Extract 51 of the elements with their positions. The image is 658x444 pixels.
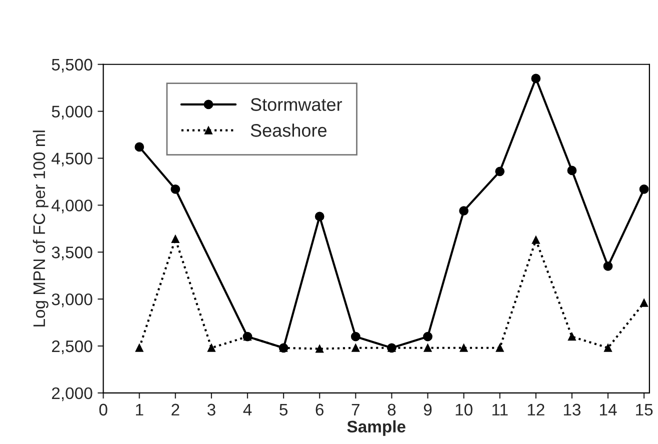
point bbox=[495, 166, 505, 176]
point bbox=[207, 344, 216, 352]
y-tick-label: 2,000 bbox=[52, 387, 92, 402]
x-tick-label: 2 bbox=[172, 404, 180, 416]
point bbox=[171, 234, 180, 243]
point bbox=[134, 142, 144, 152]
point bbox=[460, 344, 468, 352]
x-tick-label: 5 bbox=[280, 404, 288, 416]
x-tick-label: 0 bbox=[99, 404, 108, 416]
y-tick-label: 5,500 bbox=[52, 58, 92, 73]
x-tick-label: 7 bbox=[352, 404, 360, 416]
x-tick-label: 1 bbox=[136, 404, 144, 416]
x-tick-label: 14 bbox=[600, 404, 617, 416]
point bbox=[424, 344, 432, 352]
x-tick-label: 12 bbox=[528, 404, 544, 416]
y-tick-label: 5,000 bbox=[52, 106, 92, 120]
y-tick-label: 3,500 bbox=[52, 246, 92, 260]
point bbox=[567, 166, 577, 176]
y-tick-label: 3,000 bbox=[52, 293, 92, 308]
y-tick-label: 2,500 bbox=[52, 340, 92, 354]
point bbox=[352, 344, 360, 352]
point bbox=[423, 332, 432, 342]
point bbox=[350, 332, 360, 342]
y-tick-label: 4,000 bbox=[52, 200, 92, 214]
x-tick-label: 13 bbox=[564, 404, 580, 416]
x-tick-label: 8 bbox=[388, 404, 396, 416]
point bbox=[639, 184, 649, 194]
x-tick-label: 11 bbox=[492, 404, 508, 416]
y-axis-title: Log MPN of FC per 100 ml bbox=[32, 130, 48, 326]
point bbox=[496, 344, 504, 352]
x-tick-label: 4 bbox=[243, 404, 252, 416]
legend-label: Seashore bbox=[250, 124, 326, 137]
point bbox=[640, 298, 648, 307]
y-tick-label: 4,500 bbox=[52, 152, 92, 166]
legend-label: Stormwater bbox=[250, 98, 342, 111]
point bbox=[531, 74, 541, 84]
point bbox=[603, 262, 613, 271]
point bbox=[316, 344, 324, 353]
x-axis-title: Sample bbox=[347, 420, 406, 436]
point bbox=[135, 344, 144, 352]
point bbox=[170, 184, 180, 194]
point bbox=[459, 206, 468, 216]
x-tick-label: 6 bbox=[316, 404, 324, 416]
x-tick-label: 15 bbox=[636, 404, 653, 416]
x-tick-label: 3 bbox=[207, 404, 216, 416]
x-tick-label: 9 bbox=[424, 404, 432, 416]
point bbox=[532, 236, 540, 244]
point bbox=[604, 344, 612, 352]
x-tick-label: 10 bbox=[456, 404, 472, 416]
point bbox=[314, 212, 324, 222]
point bbox=[568, 332, 576, 341]
